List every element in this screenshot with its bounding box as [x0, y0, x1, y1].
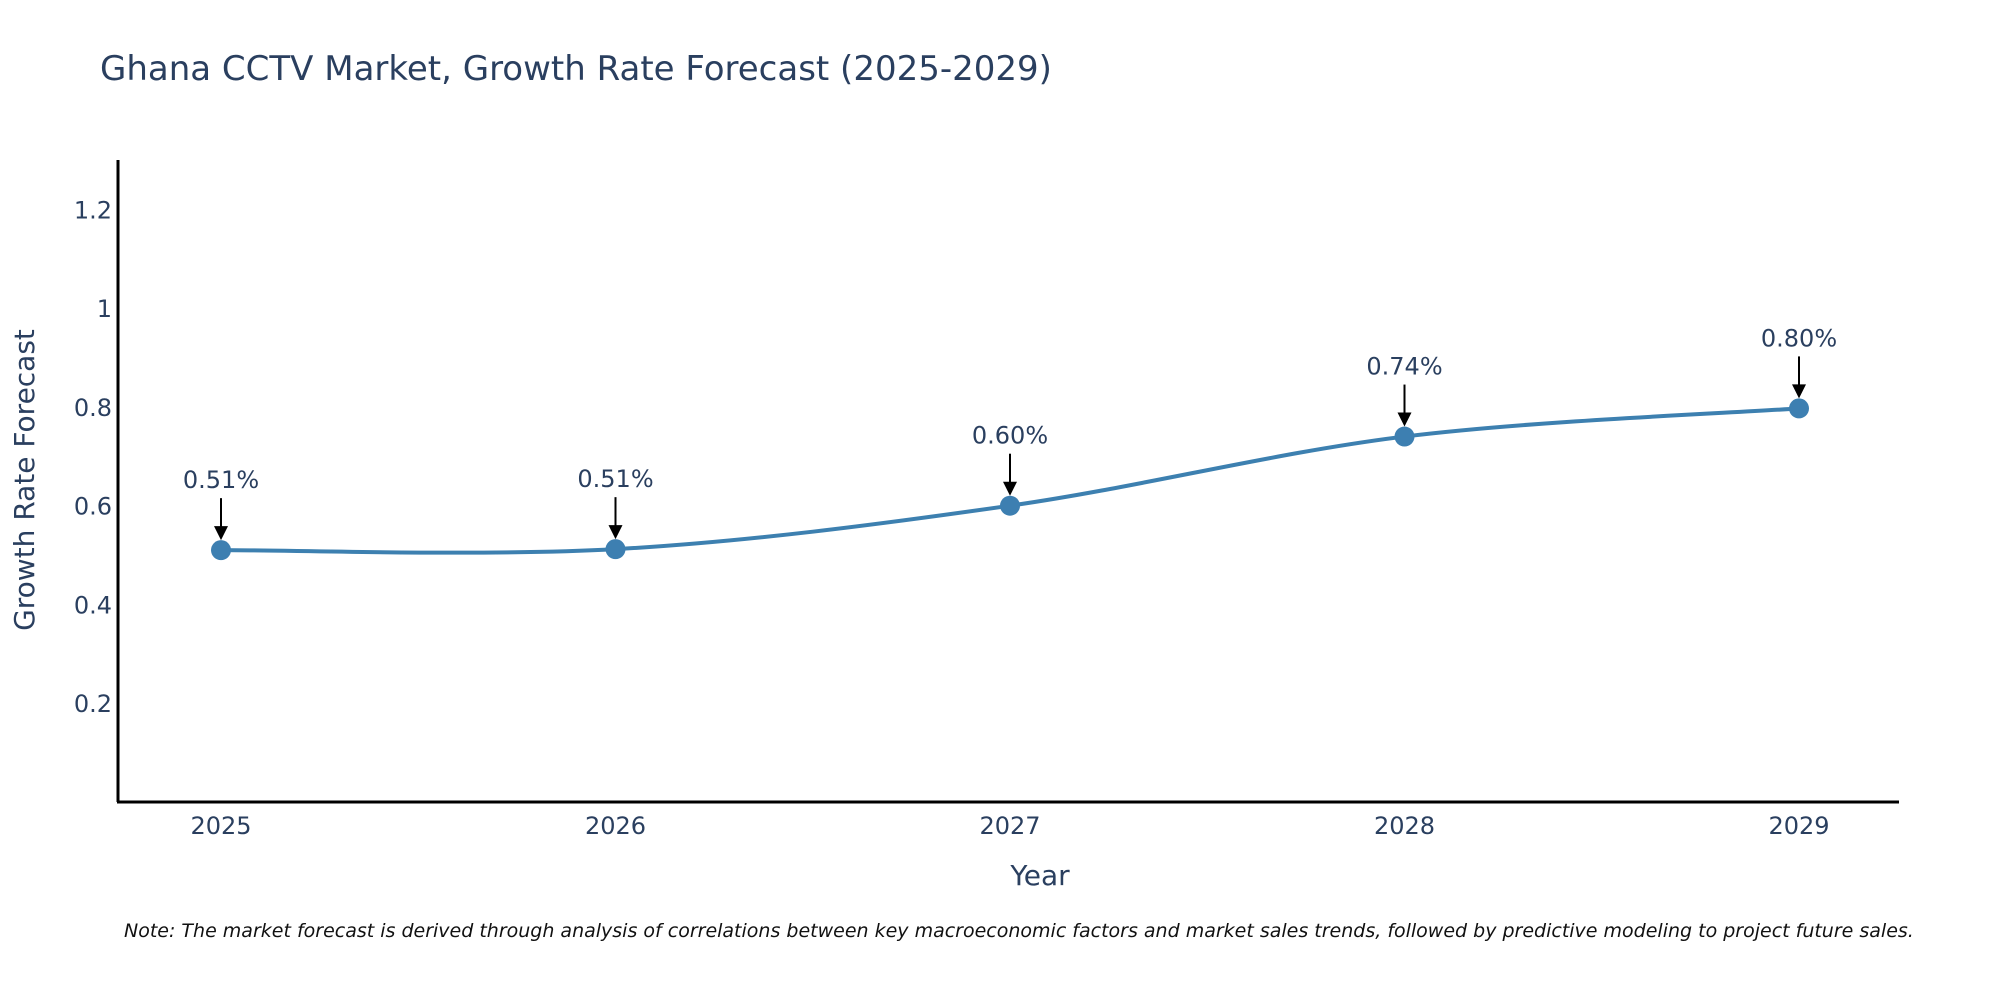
data-label-annotations: 0.51% 0.51% 0.60% 0.74% 0.80%: [183, 324, 1837, 541]
data-point-marker[interactable]: [1394, 426, 1415, 447]
data-label: 0.51%: [577, 465, 653, 493]
x-tick-labels: 2025 2026 2027 2028 2029: [190, 812, 1829, 840]
annotation-arrowhead: [1003, 481, 1017, 496]
y-tick-label: 0.4: [74, 591, 112, 619]
data-label: 0.60%: [972, 422, 1048, 450]
data-point-marker[interactable]: [1000, 495, 1020, 516]
data-label: 0.51%: [183, 466, 259, 494]
annotation-arrowhead: [1397, 412, 1412, 427]
x-axis-title: Year: [1009, 859, 1070, 892]
annotation-arrowhead: [1792, 384, 1806, 399]
x-tick-label: 2026: [585, 812, 646, 840]
y-tick-label: 1: [97, 295, 112, 323]
x-tick-label: 2027: [979, 812, 1040, 840]
x-tick-label: 2029: [1768, 812, 1829, 840]
y-tick-label: 1.2: [74, 196, 112, 224]
data-label: 0.74%: [1366, 353, 1442, 381]
chart-title: Ghana CCTV Market, Growth Rate Forecast …: [100, 49, 1052, 89]
y-tick-label: 0.6: [74, 493, 112, 521]
annotation-arrowhead: [608, 525, 623, 540]
data-point-marker[interactable]: [605, 539, 626, 560]
x-tick-label: 2028: [1374, 812, 1435, 840]
series-markers: [211, 398, 1809, 561]
annotation-arrowhead: [214, 526, 228, 541]
y-tick-labels: 0.2 0.4 0.6 0.8 1 1.2: [74, 196, 112, 718]
x-tick-label: 2025: [190, 812, 251, 840]
data-label: 0.80%: [1761, 324, 1837, 352]
y-tick-label: 0.8: [74, 394, 112, 422]
y-tick-label: 0.2: [74, 690, 112, 718]
data-point-marker[interactable]: [211, 540, 231, 561]
data-point-marker[interactable]: [1789, 398, 1809, 419]
y-axis-title: Growth Rate Forecast: [8, 329, 41, 631]
footnote: Note: The market forecast is derived thr…: [124, 920, 1914, 942]
